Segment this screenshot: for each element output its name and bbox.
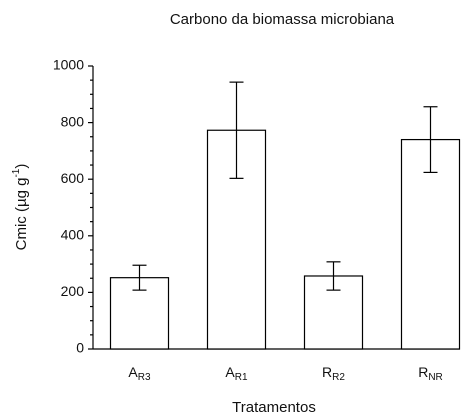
y-tick-label: 0 [76, 340, 84, 356]
x-tick-label-base: A [128, 364, 138, 380]
y-tick-label: 1000 [53, 57, 84, 73]
y-axis-label: Cmic (µg g-1) [11, 164, 30, 251]
bar [400, 138, 461, 350]
x-tick-label-sub: R2 [332, 372, 345, 383]
y-tick-label: 200 [61, 283, 85, 299]
x-tick-label: RR2 [322, 364, 345, 383]
x-tick-label-base: R [418, 364, 428, 380]
y-axis-label-close: ) [13, 164, 30, 169]
x-tick-label: AR1 [225, 364, 248, 383]
x-axis-label: Tratamentos [232, 399, 316, 416]
x-tick-label-base: A [225, 364, 235, 380]
x-tick-label: RNR [418, 364, 443, 383]
x-tick-label-sub: R3 [138, 372, 151, 383]
x-tick-label-base: R [322, 364, 332, 380]
chart-title: Carbono da biomassa microbiana [170, 11, 395, 28]
y-tick-label: 800 [61, 113, 85, 129]
y-axis-label-text: Cmic (µg g [13, 178, 30, 251]
y-tick-label: 600 [61, 170, 85, 186]
x-tick-label: AR3 [128, 364, 151, 383]
y-tick-label: 400 [61, 227, 85, 243]
x-tick-label-sub: NR [428, 372, 442, 383]
y-axis-label-sup: -1 [11, 168, 22, 177]
x-tick-label-sub: R1 [235, 372, 248, 383]
